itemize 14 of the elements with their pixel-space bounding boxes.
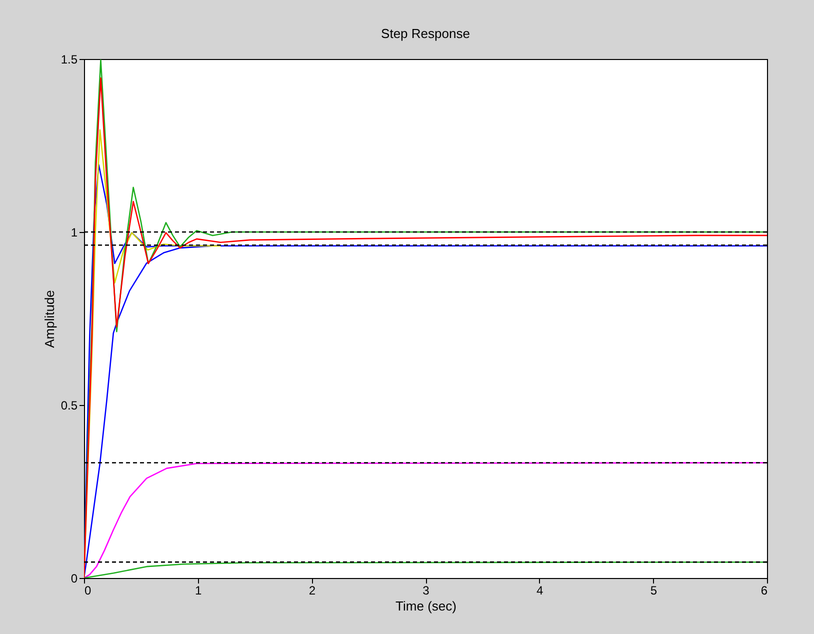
x-tick-label: 3	[422, 584, 430, 598]
y-tick-label: 0	[70, 572, 78, 586]
x-tick-label: 2	[308, 584, 316, 598]
y-tick-label: 1	[70, 226, 78, 240]
y-axis-title: Amplitude	[42, 290, 57, 348]
chart-title: Step Response	[381, 26, 470, 41]
y-tick-label: 0.5	[60, 398, 78, 412]
y-tick-label: 1.5	[60, 52, 78, 66]
x-tick-label: 6	[760, 584, 768, 598]
x-axis-title: Time (sec)	[396, 598, 456, 614]
x-tick-label: 4	[536, 584, 544, 598]
x-tick-label: 1	[194, 584, 202, 598]
x-tick-label: 5	[650, 584, 658, 598]
x-tick-label: 0	[84, 584, 92, 598]
